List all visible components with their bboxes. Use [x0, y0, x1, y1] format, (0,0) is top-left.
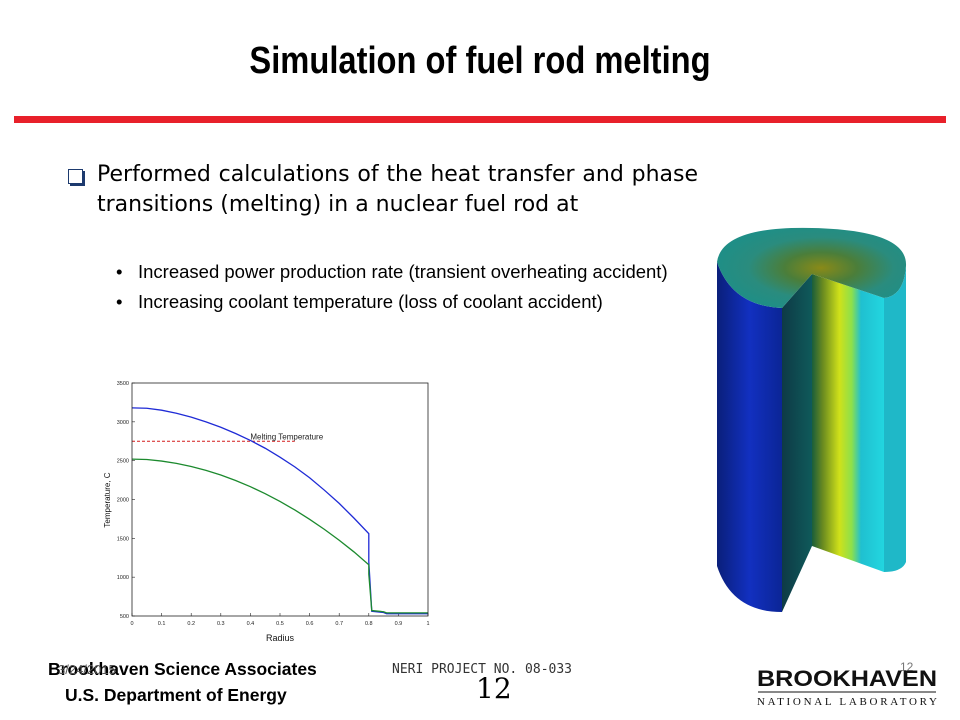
x-tick-label: 0.4 [247, 621, 255, 627]
x-tick-label: 1 [426, 621, 429, 627]
footer-date: 3/24/2015 [58, 662, 116, 677]
y-tick-label: 500 [120, 614, 129, 620]
cylinder-top-face [717, 227, 907, 308]
cylinder-outer-surface [717, 262, 782, 612]
footer-org-line1: Brookhaven Science Associates [48, 659, 317, 679]
x-tick-label: 0.9 [395, 621, 403, 627]
series-line-2 [131, 458, 428, 614]
x-tick-label: 0.2 [187, 621, 195, 627]
cylinder-inner-cut-face [782, 274, 812, 612]
bullet-dot-icon: • [116, 261, 123, 282]
logo-subtitle: NATIONAL LABORATORY [757, 696, 937, 708]
checkbox-bullet-icon [68, 169, 83, 184]
x-tick-label: 0 [130, 621, 133, 627]
x-tick-label: 0.7 [335, 621, 343, 627]
x-tick-label: 0.5 [276, 621, 284, 627]
main-bullet: Performed calculations of the heat trans… [68, 160, 698, 220]
title-divider [14, 116, 946, 123]
melting-annotation: Melting Temperature [250, 432, 323, 441]
y-tick-label: 2500 [117, 459, 129, 465]
sub-bullet-list: • Increased power production rate (trans… [114, 258, 674, 318]
x-tick-label: 0.6 [306, 621, 314, 627]
bullet-dot-icon: • [116, 291, 123, 312]
logo-wordmark: BROOKHAVEN [757, 666, 937, 691]
x-tick-label: 0.8 [365, 621, 373, 627]
main-bullet-text: Performed calculations of the heat trans… [97, 162, 698, 217]
y-axis-label: Temperature, C [103, 472, 112, 527]
y-tick-label: 1500 [117, 536, 129, 542]
x-tick-label: 0.3 [217, 621, 225, 627]
footer-page-number: 12 [476, 672, 512, 705]
footer-org-line2: U.S. Department of Energy [65, 685, 287, 705]
series-line-1 [131, 407, 428, 615]
sub-bullet-item: • Increasing coolant temperature (loss o… [114, 288, 674, 316]
y-tick-label: 1000 [117, 575, 129, 581]
footer-organization: Brookhaven Science Associates U.S. Depar… [48, 656, 317, 708]
slide-title: Simulation of fuel rod melting [249, 40, 711, 82]
x-tick-label: 0.1 [158, 621, 166, 627]
plot-frame [131, 382, 429, 617]
temperature-radius-chart: 0 0.1 0.2 0.3 0.4 0.5 0.6 0.7 0.8 0.9 150010001500… [96, 374, 441, 646]
cylinder-radial-cut-face [812, 274, 884, 572]
y-tick-label: 3000 [117, 420, 129, 426]
x-axis-label: Radius [266, 633, 295, 643]
sub-bullet-text: Increasing coolant temperature (loss of … [138, 291, 603, 312]
y-tick-label: 2000 [117, 498, 129, 504]
cylinder-outer-right-surface [884, 266, 906, 572]
y-tick-label: 3500 [117, 381, 129, 387]
footer-page-number-small: 12 [900, 660, 914, 674]
sub-bullet-text: Increased power production rate (transie… [138, 261, 668, 282]
footer-project-number: NERI PROJECT NO. 08-033 [392, 662, 573, 677]
plot-background [96, 374, 441, 646]
fuel-rod-cylinder-render [717, 227, 907, 612]
brookhaven-logo: BROOKHAVEN NATIONAL LABORATORY [757, 666, 937, 708]
sub-bullet-item: • Increased power production rate (trans… [114, 258, 674, 286]
